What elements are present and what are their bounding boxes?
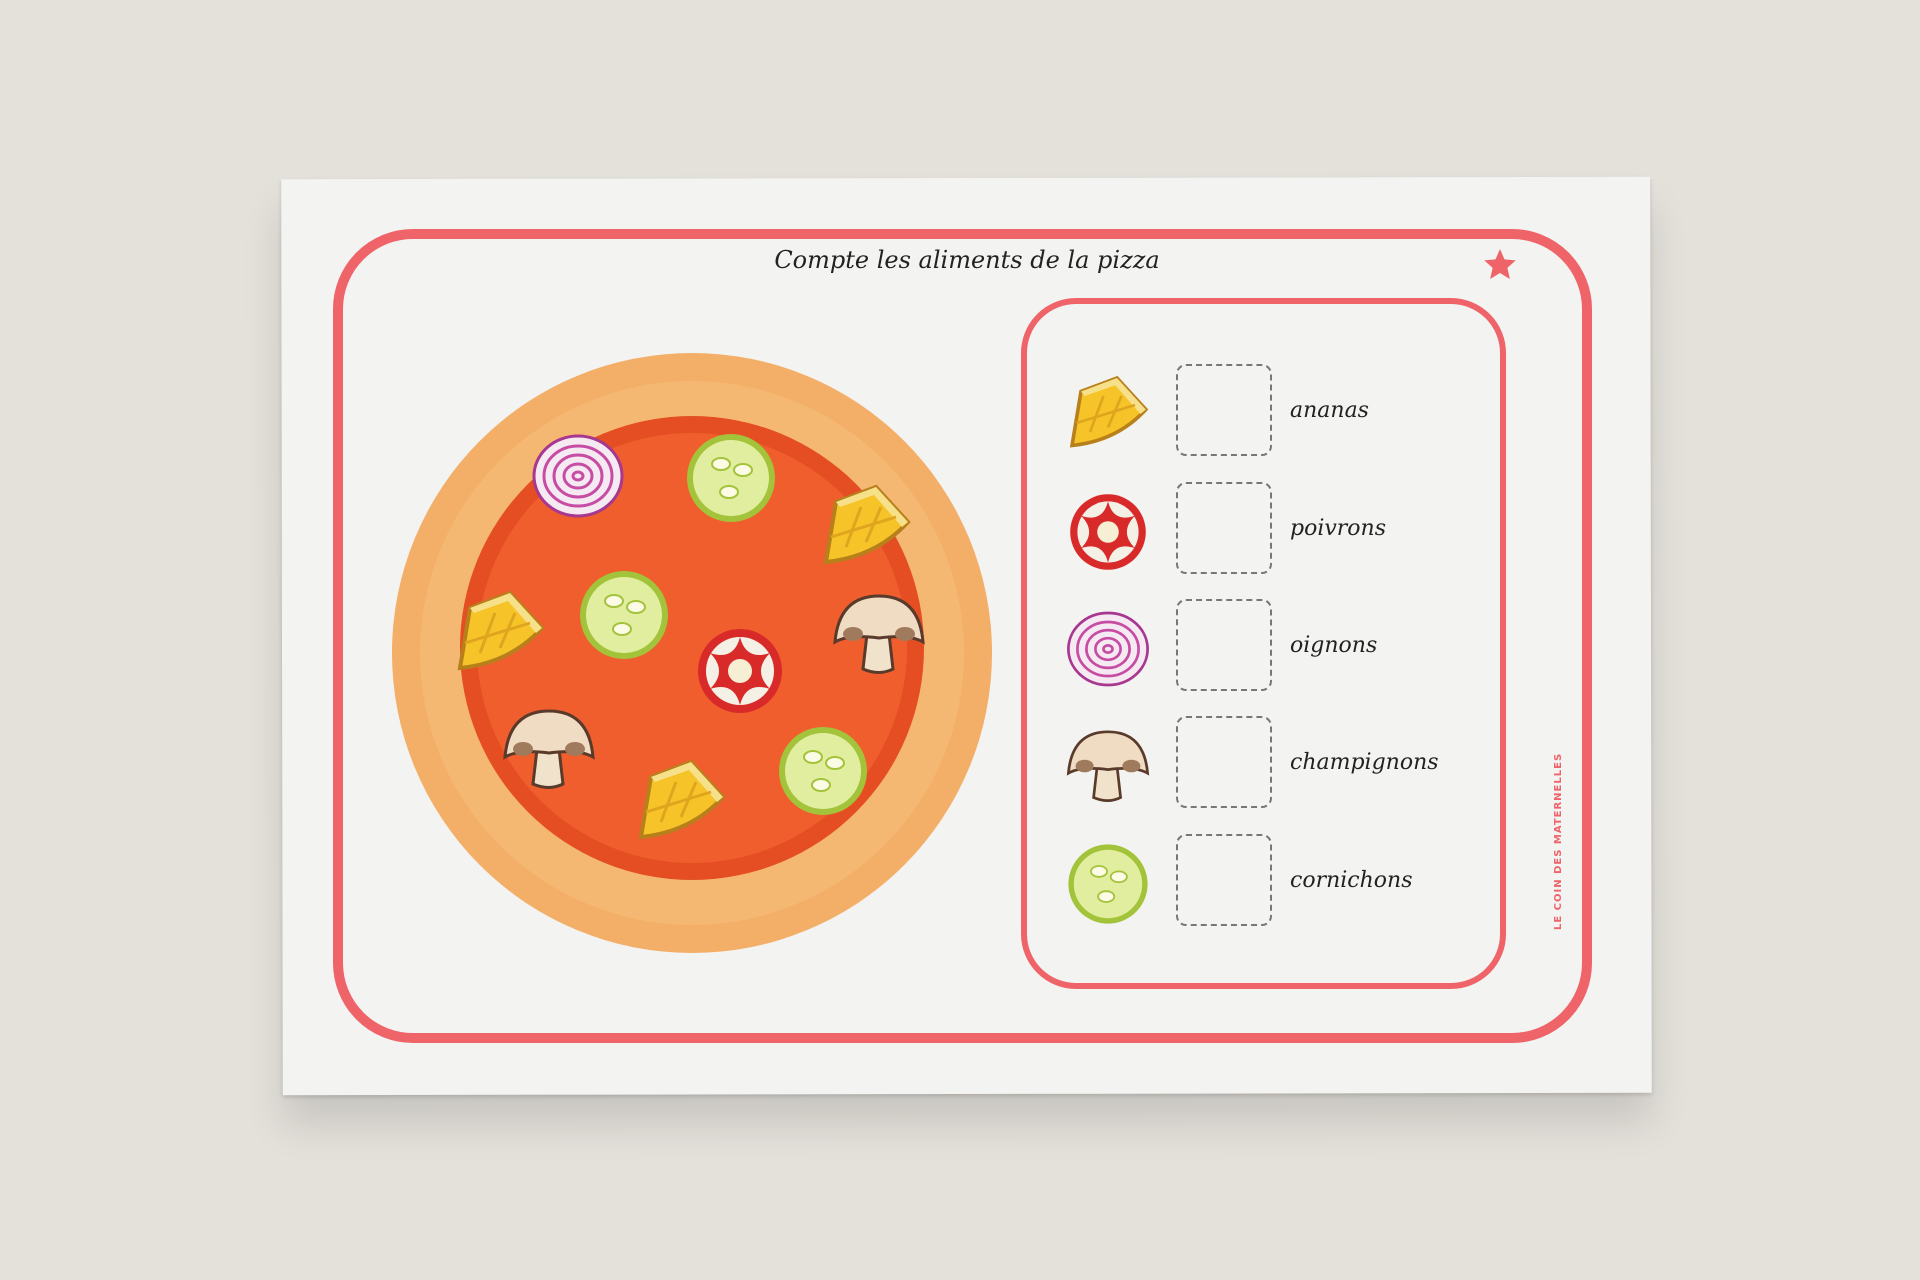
outer-frame [333, 229, 1592, 1043]
answer-box[interactable] [1176, 599, 1272, 691]
count-row-onion: oignons [1060, 599, 1460, 699]
pizza-illustration [392, 353, 992, 953]
count-row-pepper: poivrons [1060, 482, 1460, 582]
mushroom-icon [1066, 730, 1150, 803]
worksheet-title: Compte les aliments de la pizza [774, 246, 1160, 274]
cucumber-topping [579, 570, 669, 660]
count-row-mushroom: champignons [1060, 716, 1460, 816]
answer-box[interactable] [1176, 834, 1272, 926]
item-label: poivrons [1290, 516, 1387, 541]
pepper-topping [698, 629, 782, 713]
cucumber-icon [1067, 843, 1149, 925]
answer-box[interactable] [1176, 364, 1272, 456]
item-label: oignons [1290, 633, 1378, 658]
onion-icon [1066, 611, 1150, 687]
cucumber-topping [686, 433, 776, 523]
pepper-icon [1070, 494, 1146, 570]
count-panel [1021, 298, 1506, 989]
count-row-pineapple: ananas [1060, 364, 1460, 464]
item-label: champignons [1290, 750, 1439, 775]
count-row-cucumber: cornichons [1060, 834, 1460, 934]
item-label: ananas [1290, 398, 1369, 423]
answer-box[interactable] [1176, 716, 1272, 808]
brand-watermark: LE COIN DES MATERNELLES [1553, 752, 1564, 930]
pineapple-icon [1070, 376, 1148, 448]
answer-box[interactable] [1176, 482, 1272, 574]
star-icon [1484, 249, 1516, 279]
item-label: cornichons [1290, 868, 1413, 893]
cucumber-topping [778, 726, 868, 816]
onion-topping [532, 434, 624, 518]
